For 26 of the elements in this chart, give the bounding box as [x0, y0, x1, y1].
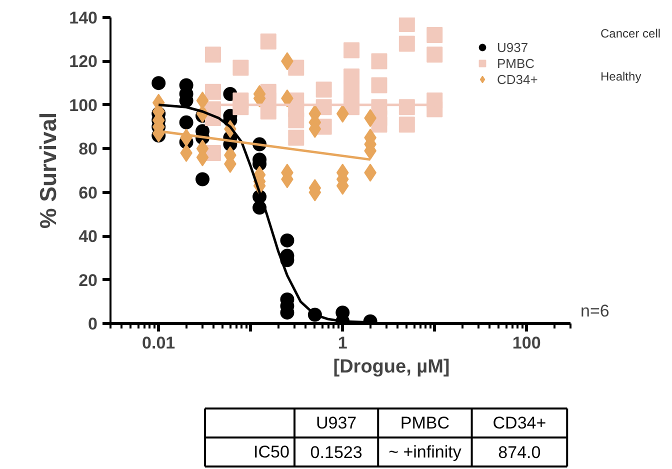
- text: U937: [316, 414, 357, 432]
- y-tick-label: 80: [78, 140, 98, 159]
- text: Cancer cell: [600, 26, 661, 40]
- text: 874.0: [498, 443, 541, 462]
- text: n=6: [580, 302, 610, 320]
- y-tick-label: 20: [78, 270, 98, 290]
- y-tick-label: 0: [88, 314, 98, 334]
- x-tick-label: 100: [512, 334, 541, 352]
- text: Healthy: [600, 70, 642, 84]
- x-axis-title: [Drogue, µM]: [333, 356, 450, 378]
- x-tick-label: 0.01: [142, 334, 176, 352]
- legend-label: PMBC: [497, 55, 535, 71]
- text: 0.1523: [310, 443, 362, 462]
- x-tick-label: 1: [338, 334, 348, 352]
- y-tick-label: 40: [78, 227, 98, 246]
- legend-label: U937: [497, 39, 528, 55]
- text: PMBC: [400, 414, 450, 432]
- y-tick-label: 120: [69, 52, 98, 72]
- text: CD34+: [492, 414, 546, 432]
- y-tick-label: 60: [78, 183, 98, 202]
- text: ~ +infinity: [388, 442, 462, 462]
- y-tick-label: 140: [69, 8, 98, 28]
- legend-label: CD34+: [497, 71, 538, 87]
- text: IC50: [254, 442, 290, 462]
- y-axis-title: % Survival: [35, 112, 62, 229]
- y-tick-label: 100: [69, 96, 98, 115]
